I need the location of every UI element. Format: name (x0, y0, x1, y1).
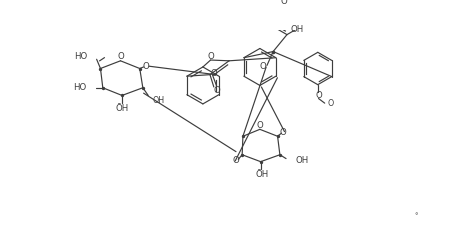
Text: ŌH: ŌH (115, 104, 128, 113)
Text: O: O (328, 100, 334, 108)
Text: OH: OH (291, 25, 304, 34)
Text: O: O (256, 120, 263, 130)
Text: O: O (233, 156, 239, 165)
Text: O: O (281, 0, 287, 6)
Text: O: O (213, 86, 220, 95)
Text: °: ° (414, 213, 418, 219)
Text: HO: HO (73, 83, 87, 92)
Text: HO: HO (74, 52, 87, 61)
Text: O: O (211, 70, 218, 78)
Text: O: O (208, 52, 215, 61)
Text: ŌH: ŌH (255, 170, 269, 179)
Text: O: O (315, 91, 322, 100)
Text: O: O (117, 52, 124, 61)
Text: O: O (280, 128, 286, 137)
Text: OH: OH (152, 96, 164, 104)
Text: O: O (143, 62, 149, 71)
Text: OH: OH (295, 156, 309, 166)
Text: O: O (260, 62, 266, 72)
